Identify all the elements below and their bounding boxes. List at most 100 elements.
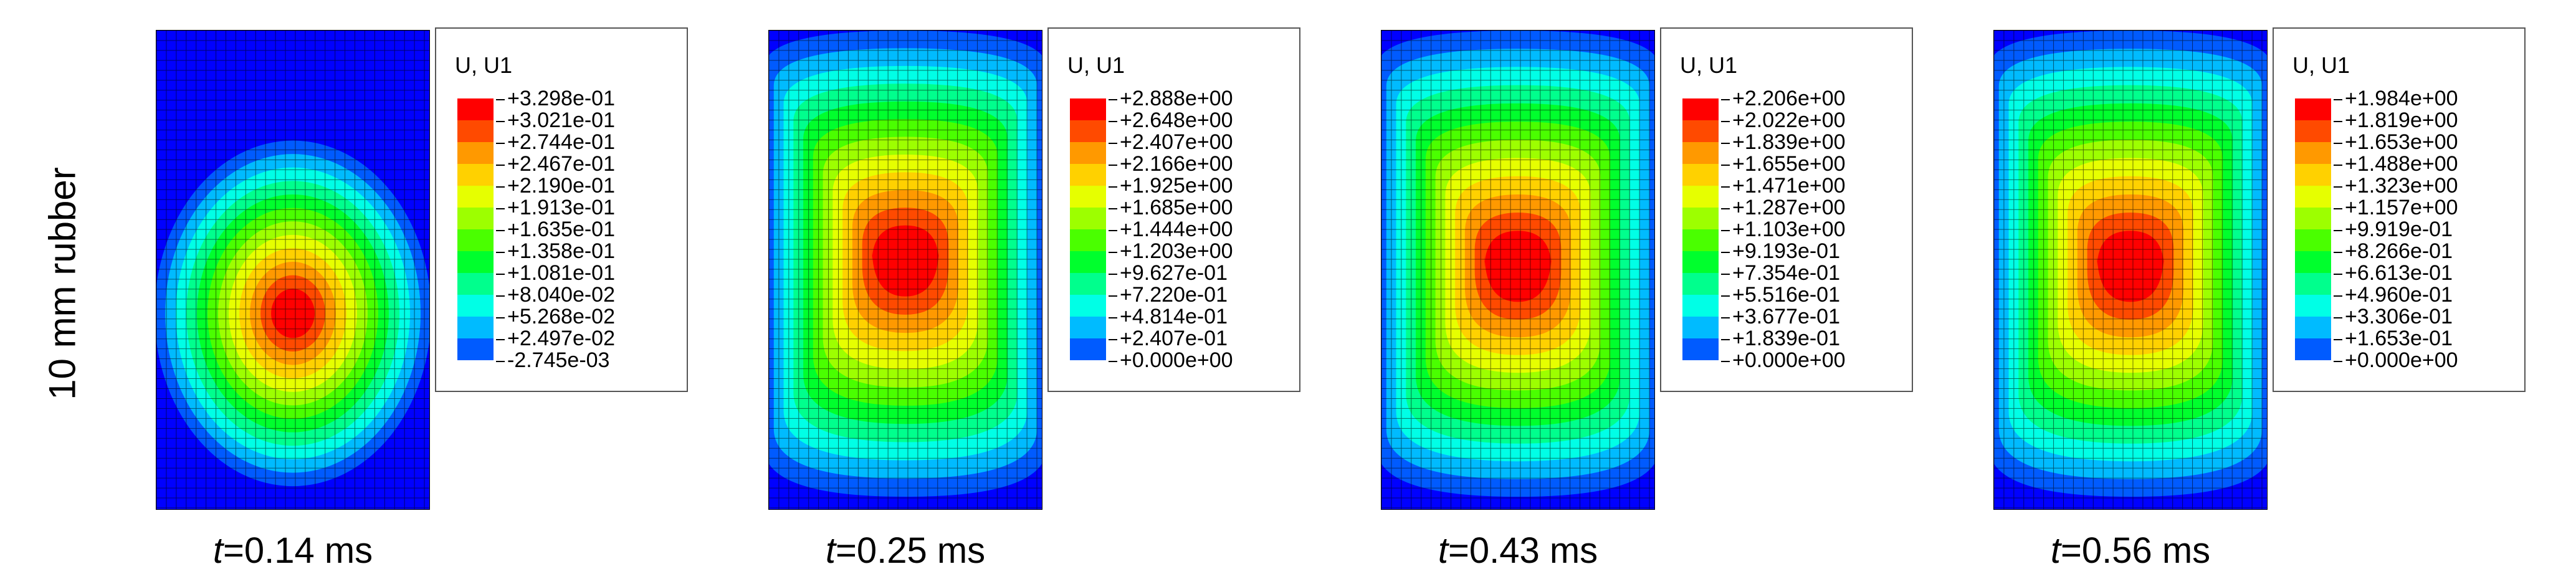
legend-item: +1.287e+00 bbox=[1682, 196, 1907, 229]
legend-value: +1.913e-01 bbox=[496, 196, 615, 219]
legend-item: +1.653e-01 bbox=[2295, 327, 2519, 360]
legend-swatch bbox=[1070, 273, 1106, 295]
legend-swatch bbox=[1682, 273, 1719, 295]
legend-swatch bbox=[1682, 208, 1719, 229]
legend-swatch bbox=[1070, 142, 1106, 164]
contour-plot-4 bbox=[1993, 30, 2268, 510]
legend-swatch bbox=[1682, 142, 1719, 164]
legend-item: +1.081e-01 bbox=[457, 262, 682, 295]
contour-plot-2 bbox=[768, 30, 1042, 510]
legend-value: +1.819e+00 bbox=[2334, 109, 2458, 132]
legend-swatch bbox=[1070, 98, 1106, 120]
legend-3: U, U1 +2.206e+00 +2.022e+00 +1.839e+00 +1.6… bbox=[1660, 27, 1913, 392]
legend-value: +8.040e-02 bbox=[496, 284, 615, 306]
legend-swatch bbox=[2295, 338, 2331, 360]
contour-band bbox=[1484, 231, 1552, 302]
legend-value: +1.653e-01 bbox=[2334, 327, 2453, 350]
panel-1: U, U1 +3.298e-01 +3.021e-01 +2.744e-01 +2.4… bbox=[156, 0, 717, 574]
contour-svg bbox=[1381, 31, 1654, 509]
legend-item: +5.516e-01 bbox=[1682, 284, 1907, 317]
legend-item: +9.919e-01 bbox=[2295, 218, 2519, 251]
legend-value: -2.745e-03 bbox=[496, 349, 609, 371]
legend-1: U, U1 +3.298e-01 +3.021e-01 +2.744e-01 +2.4… bbox=[435, 27, 688, 392]
legend-value: +1.685e+00 bbox=[1109, 196, 1233, 219]
legend-item: +1.444e+00 bbox=[1070, 218, 1294, 251]
legend-value: +1.839e-01 bbox=[1721, 327, 1840, 350]
legend-value: +1.471e+00 bbox=[1721, 175, 1846, 197]
contour-plot-1 bbox=[156, 30, 430, 510]
legend-item: +3.298e-01 bbox=[457, 87, 682, 120]
legend-item: +1.203e+00 bbox=[1070, 240, 1294, 273]
legend-item: +1.653e+00 bbox=[2295, 131, 2519, 164]
contour-plot-3 bbox=[1381, 30, 1655, 510]
contour-svg bbox=[156, 31, 429, 509]
contour-svg bbox=[769, 31, 1042, 509]
legend-value: +1.444e+00 bbox=[1109, 218, 1233, 241]
legend-item: +8.040e-02 bbox=[457, 284, 682, 317]
legend-value: +3.306e-01 bbox=[2334, 305, 2453, 328]
legend-swatch bbox=[1070, 317, 1106, 338]
legend-value: +2.022e+00 bbox=[1721, 109, 1846, 132]
legend-item: +0.000e+00 bbox=[1682, 349, 1907, 382]
legend-swatch bbox=[1682, 98, 1719, 120]
legend-swatch bbox=[1682, 186, 1719, 208]
legend-value: +1.925e+00 bbox=[1109, 175, 1233, 197]
legend-swatch bbox=[1682, 120, 1719, 142]
legend-value: +1.103e+00 bbox=[1721, 218, 1846, 241]
legend-swatch bbox=[457, 317, 494, 338]
time-caption-3: t=0.43 ms bbox=[1381, 530, 1655, 572]
legend-swatch bbox=[457, 98, 494, 120]
legend-item: +7.354e-01 bbox=[1682, 262, 1907, 295]
legend-item: +1.323e+00 bbox=[2295, 175, 2519, 208]
legend-value: +6.613e-01 bbox=[2334, 262, 2453, 284]
legend-value: +2.497e-02 bbox=[496, 327, 615, 350]
legend-item: +5.268e-02 bbox=[457, 305, 682, 338]
legend-value: +9.919e-01 bbox=[2334, 218, 2453, 241]
legend-4: U, U1 +1.984e+00 +1.819e+00 +1.653e+00 +1.4… bbox=[2273, 27, 2526, 392]
contour-band bbox=[2097, 231, 2164, 302]
legend-swatch bbox=[2295, 229, 2331, 251]
contour-svg bbox=[1994, 31, 2267, 509]
legend-title: U, U1 bbox=[2292, 52, 2350, 78]
legend-swatch bbox=[1070, 338, 1106, 360]
legend-swatch bbox=[1682, 164, 1719, 186]
panel-4: U, U1 +1.984e+00 +1.819e+00 +1.653e+00 +1.4… bbox=[1993, 0, 2554, 574]
legend-item: +1.635e-01 bbox=[457, 218, 682, 251]
legend-swatch bbox=[1682, 229, 1719, 251]
legend-title: U, U1 bbox=[455, 52, 513, 78]
legend-value: +1.287e+00 bbox=[1721, 196, 1846, 219]
legend-swatch bbox=[2295, 186, 2331, 208]
legend-value: +1.984e+00 bbox=[2334, 87, 2458, 110]
legend-value: +2.467e-01 bbox=[496, 153, 615, 175]
legend-value: +1.157e+00 bbox=[2334, 196, 2458, 219]
caption-time: =0.14 ms bbox=[222, 530, 373, 571]
legend-value: +2.206e+00 bbox=[1721, 87, 1846, 110]
legend-item: +1.819e+00 bbox=[2295, 109, 2519, 142]
legend-value: +3.021e-01 bbox=[496, 109, 615, 132]
legend-value: +8.266e-01 bbox=[2334, 240, 2453, 262]
legend-value: +2.648e+00 bbox=[1109, 109, 1233, 132]
legend-value: +1.653e+00 bbox=[2334, 131, 2458, 153]
legend-swatch bbox=[457, 251, 494, 273]
legend-swatch bbox=[1070, 164, 1106, 186]
legend-value: +1.358e-01 bbox=[496, 240, 615, 262]
legend-swatch bbox=[2295, 273, 2331, 295]
legend-item: +2.648e+00 bbox=[1070, 109, 1294, 142]
legend-swatch bbox=[1070, 208, 1106, 229]
legend-item: +3.021e-01 bbox=[457, 109, 682, 142]
legend-value: +5.516e-01 bbox=[1721, 284, 1840, 306]
legend-item: +2.497e-02 bbox=[457, 327, 682, 360]
legend-swatch bbox=[2295, 208, 2331, 229]
legend-item: +1.913e-01 bbox=[457, 196, 682, 229]
legend-value: +7.220e-01 bbox=[1109, 284, 1228, 306]
legend-swatch bbox=[1070, 229, 1106, 251]
legend-item: +1.103e+00 bbox=[1682, 218, 1907, 251]
legend-value: +1.323e+00 bbox=[2334, 175, 2458, 197]
legend-value: +1.655e+00 bbox=[1721, 153, 1846, 175]
legend-value: +0.000e+00 bbox=[2334, 349, 2458, 371]
time-caption-1: t=0.14 ms bbox=[156, 530, 430, 572]
legend-value: +0.000e+00 bbox=[1721, 349, 1846, 371]
legend-item: +3.306e-01 bbox=[2295, 305, 2519, 338]
legend-value: +7.354e-01 bbox=[1721, 262, 1840, 284]
legend-item: +9.627e-01 bbox=[1070, 262, 1294, 295]
